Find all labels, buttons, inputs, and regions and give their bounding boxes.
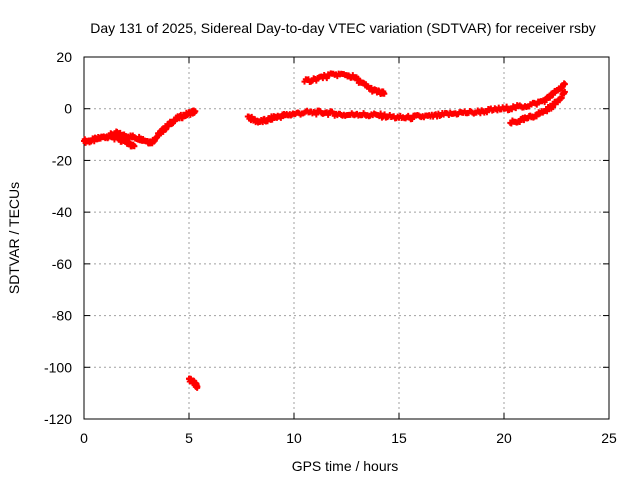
series-early-branch — [108, 133, 138, 150]
data-point — [409, 115, 416, 122]
x-tick-label: 20 — [496, 430, 512, 446]
x-axis-label: GPS time / hours — [292, 458, 399, 474]
data-point — [131, 143, 138, 150]
x-tick-label: 25 — [601, 430, 617, 446]
data-point — [194, 383, 201, 390]
y-tick-label: -80 — [52, 308, 72, 324]
y-axis-label: SDTVAR / TECUs — [6, 182, 22, 294]
data-point — [561, 88, 568, 95]
x-tick-label: 0 — [80, 430, 88, 446]
plot-frame — [83, 56, 610, 420]
series-early-main — [81, 107, 199, 147]
plot-border — [83, 56, 610, 420]
data-points — [81, 70, 568, 391]
axis-ticks: 0 5 10 15 20 25 20 0 -20 -40 -60 -80 -100 -120 — [44, 49, 617, 446]
x-tick-label: 15 — [391, 430, 407, 446]
data-point — [192, 108, 199, 115]
y-tick-label: 0 — [64, 101, 72, 117]
series-isolated — [186, 375, 201, 391]
data-point — [561, 81, 568, 88]
y-tick-label: -60 — [52, 256, 72, 272]
data-point — [381, 90, 388, 97]
series-main — [244, 80, 568, 126]
chart-title: Day 131 of 2025, Sidereal Day-to-day VTE… — [90, 20, 596, 36]
x-tick-label: 10 — [286, 430, 302, 446]
y-tick-label: -120 — [44, 411, 72, 427]
data-point — [323, 75, 330, 82]
x-tick-label: 5 — [185, 430, 193, 446]
series-upper-arc — [301, 70, 388, 98]
grid — [84, 57, 609, 419]
series-late-branch — [507, 88, 568, 127]
data-point — [313, 111, 320, 118]
data-point — [503, 103, 510, 110]
y-tick-label: -40 — [52, 204, 72, 220]
y-tick-label: 20 — [56, 49, 72, 65]
y-tick-label: -20 — [52, 152, 72, 168]
y-tick-label: -100 — [44, 359, 72, 375]
